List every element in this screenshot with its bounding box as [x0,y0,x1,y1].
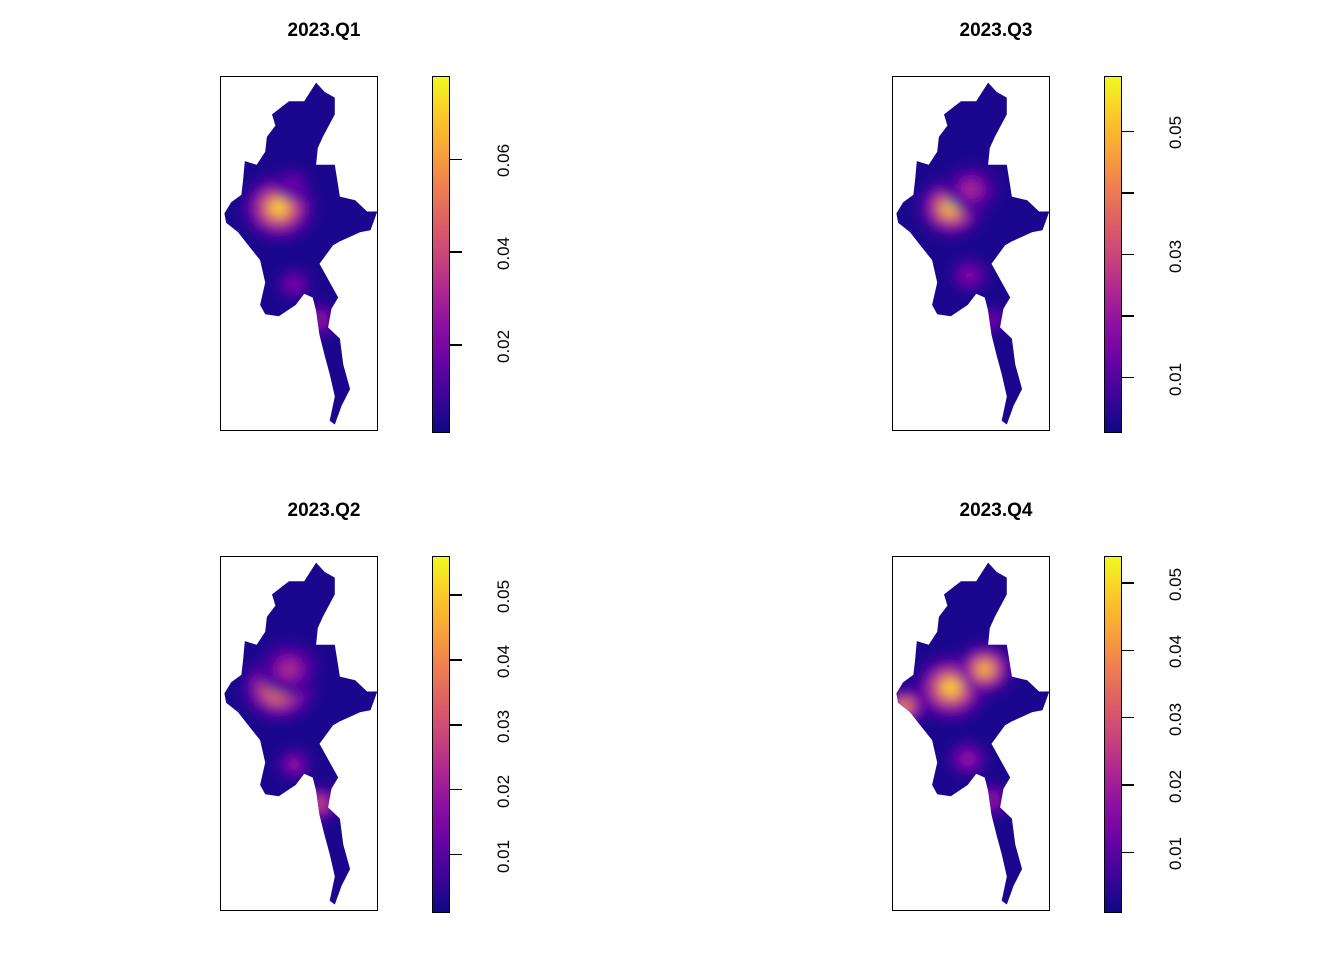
map-base-density [896,562,1049,905]
hotspot-northern-upper [944,164,999,214]
panel-title: 2023.Q2 [287,500,361,521]
colorbar-tick [1122,582,1134,584]
colorbar-tick [1122,851,1134,854]
hotspot-bago-yangon [950,743,986,775]
colorbar-tick [450,724,462,726]
colorbar [432,556,450,913]
panel-2023-q4: 2023.Q4 0.01 0.02 0.03 0.04 0.05 [892,500,1344,940]
panel-2023-q3: 2023.Q3 0.01 0.03 0.05 [892,20,1344,460]
hotspot-mon-tanintharyi [299,785,340,822]
colorbar-tick [1122,253,1134,256]
map-base-density [896,82,1049,425]
colorbar-tick [450,251,462,253]
colorbar-tick-label: 0.05 [1166,116,1185,150]
density-map [220,556,378,911]
colorbar-tick-label: 0.02 [1166,769,1185,804]
colorbar-tick-label: 0.05 [494,579,513,613]
colorbar-tick-label: 0.04 [494,237,513,271]
hotspot-bago-yangon [278,750,310,779]
panel-2023-q2: 2023.Q2 0.01 0.02 0.03 0.04 0.05 [220,500,780,940]
colorbar-tick-label: 0.04 [494,644,513,678]
hotspot-northern-upper [258,641,320,697]
panel-title: 2023.Q3 [959,20,1033,41]
colorbar-tick [1122,649,1134,652]
hotspot-northern-upper [274,169,310,202]
colorbar [1104,76,1122,433]
hotspot-bago-yangon [951,259,988,291]
colorbar-tick [1122,376,1134,379]
hotspot-bago-yangon [278,270,310,299]
colorbar-tick-label: 0.03 [494,709,513,743]
colorbar-tick [1122,192,1134,194]
colorbar-tick [1122,716,1134,719]
density-map [892,556,1050,911]
hotspot-mon-tanintharyi [299,301,340,339]
colorbar-tick-label: 0.03 [1166,702,1185,736]
map-base-density [224,562,377,905]
colorbar-tick-label: 0.02 [494,774,513,808]
colorbar-tick-label: 0.06 [494,144,513,178]
colorbar-tick-label: 0.01 [1166,837,1185,871]
colorbar-tick-label: 0.05 [1166,567,1185,601]
map-base-density [224,82,377,425]
hotspot-northern-shan-east [957,644,1012,694]
colorbar-tick-label: 0.04 [1166,635,1185,669]
colorbar [1104,556,1122,913]
hotspot-mon-tanintharyi [978,308,1005,332]
panel-2023-q1: 2023.Q1 0.02 0.04 0.06 [220,20,780,460]
colorbar-tick-label: 0.01 [494,839,513,873]
colorbar-tick [450,158,462,161]
density-map [892,76,1050,431]
colorbar [432,76,450,433]
colorbar-tick [1122,315,1134,317]
colorbar-tick-label: 0.01 [1166,362,1185,396]
colorbar-tick [450,594,462,596]
colorbar-tick [450,659,462,661]
hotspot-mon-tanintharyi [971,781,1012,819]
colorbar-tick [450,788,462,791]
panel-title: 2023.Q4 [959,500,1033,521]
panel-title: 2023.Q1 [287,20,361,41]
colorbar-tick-label: 0.03 [1166,239,1185,273]
colorbar-tick [1122,784,1134,786]
colorbar-tick-label: 0.02 [494,329,513,363]
colorbar-tick [450,344,462,346]
colorbar-tick [1122,130,1134,133]
colorbar-tick [450,853,462,856]
density-map [220,76,378,431]
